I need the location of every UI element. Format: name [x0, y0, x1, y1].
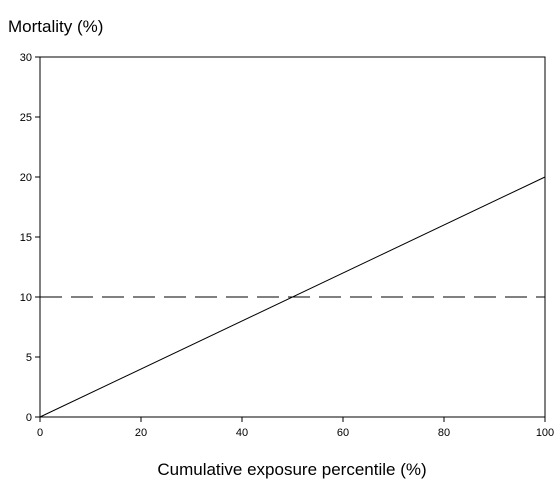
x-tick-label: 100 — [536, 427, 554, 439]
y-tick-label: 30 — [20, 52, 32, 64]
y-axis-ticks: 0 5 10 15 20 25 30 — [20, 52, 40, 424]
x-axis-title: Cumulative exposure percentile (%) — [157, 460, 426, 479]
y-axis-title: Mortality (%) — [8, 17, 103, 36]
y-tick-label: 10 — [20, 292, 32, 304]
x-tick-label: 20 — [135, 427, 147, 439]
y-tick-label: 20 — [20, 172, 32, 184]
x-axis-ticks: 0 20 40 60 80 100 — [37, 417, 554, 439]
x-tick-label: 0 — [37, 427, 43, 439]
y-tick-label: 25 — [20, 112, 32, 124]
x-tick-label: 40 — [236, 427, 248, 439]
series-layer — [39, 176, 546, 418]
y-tick-label: 0 — [26, 412, 32, 424]
y-tick-label: 15 — [20, 232, 32, 244]
y-tick-label: 5 — [26, 352, 32, 364]
x-tick-label: 60 — [337, 427, 349, 439]
x-tick-label: 80 — [438, 427, 450, 439]
plot-area-frame — [39, 56, 546, 418]
